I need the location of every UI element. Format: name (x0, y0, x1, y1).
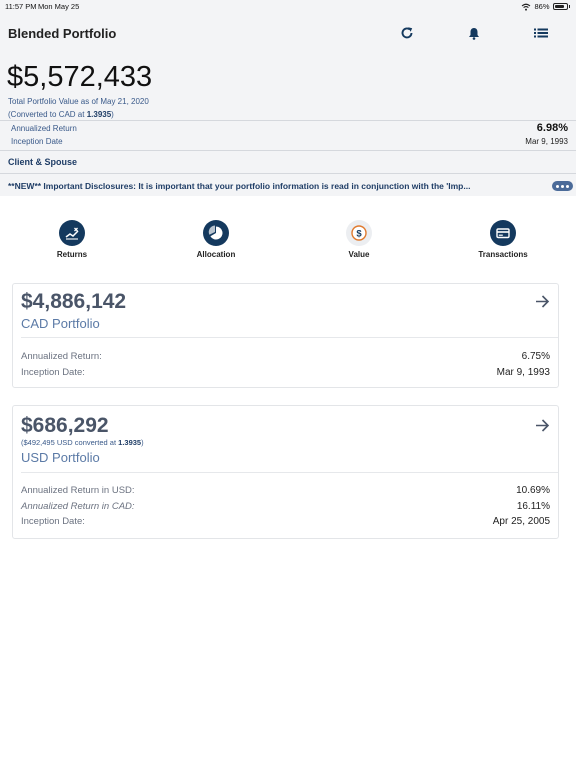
menu-button[interactable] (531, 24, 551, 42)
page-title: Blended Portfolio (8, 26, 117, 41)
annualized-return-usd-label: Annualized Return in USD: (21, 485, 135, 496)
nav-label-value: Value (348, 250, 370, 259)
annualized-return-cad-value: 16.11% (516, 501, 550, 512)
svg-text:$: $ (356, 229, 362, 240)
annualized-return-label: Annualized Return: (21, 351, 102, 362)
allocation-icon (203, 220, 229, 246)
client-name[interactable]: Client & Spouse (8, 157, 78, 167)
card-divider (21, 472, 558, 473)
nav-value[interactable]: $ Value (314, 220, 404, 259)
annualized-return-label: Annualized Return (11, 124, 77, 133)
refresh-icon (401, 27, 413, 39)
nav-label-allocation: Allocation (196, 250, 236, 259)
annualized-return-value: 6.75% (521, 351, 550, 362)
usd-portfolio-name: USD Portfolio (21, 450, 100, 465)
arrow-right-icon[interactable] (534, 417, 551, 434)
nav-returns[interactable]: Returns (27, 220, 117, 259)
nav-label-transactions: Transactions (478, 250, 528, 259)
total-value-caption: Total Portfolio Value as of May 21, 2020 (8, 97, 149, 106)
inception-date-label: Inception Date: (21, 367, 85, 378)
returns-icon (59, 220, 85, 246)
conversion-rate: 1.3935 (86, 110, 112, 119)
notifications-button[interactable] (464, 24, 484, 42)
status-time: 11:57 PM (5, 2, 37, 11)
annualized-return-value: 6.98% (536, 122, 568, 134)
list-menu-icon (534, 28, 548, 38)
nav-label-returns: Returns (56, 250, 88, 259)
divider (0, 150, 576, 151)
status-indicators: 86% (521, 2, 570, 11)
usd-portfolio-amount: $686,292 (21, 414, 109, 437)
inception-date-value: Apr 25, 2005 (492, 516, 550, 527)
usd-conversion-note: ($492,495 USD converted at 1.3935) (21, 438, 144, 447)
nav-allocation[interactable]: Allocation (171, 220, 261, 259)
disclosure-banner[interactable]: **NEW** Important Disclosures: It is imp… (8, 181, 471, 191)
inception-date-value: Mar 9, 1993 (496, 367, 550, 378)
conversion-note: (Converted to CAD at 1.3935) (8, 110, 114, 119)
wifi-icon (522, 3, 531, 11)
cad-portfolio-amount: $4,886,142 (21, 290, 127, 313)
nav-transactions[interactable]: Transactions (458, 220, 548, 259)
divider (0, 120, 576, 121)
bell-icon (469, 27, 479, 40)
summary-panel: Blended Portfolio $5,572,433 Total Portf… (0, 14, 576, 196)
inception-date-value: Mar 9, 1993 (525, 137, 568, 146)
battery-percent: 86% (534, 2, 550, 11)
cad-portfolio-name: CAD Portfolio (21, 316, 100, 331)
arrow-right-icon[interactable] (534, 293, 551, 310)
transactions-icon (490, 220, 516, 246)
annualized-return-cad-label: Annualized Return in CAD: (21, 501, 135, 512)
usd-portfolio-card[interactable]: $686,292 ($492,495 USD converted at 1.39… (12, 405, 559, 539)
value-icon: $ (346, 220, 372, 246)
total-portfolio-value: $5,572,433 (7, 61, 153, 93)
more-button[interactable] (552, 181, 573, 191)
divider (0, 173, 576, 174)
card-divider (21, 337, 558, 338)
annualized-return-usd-value: 10.69% (516, 485, 550, 496)
status-bar: 11:57 PM Mon May 25 86% (0, 0, 576, 14)
battery-icon (552, 3, 568, 10)
usd-conversion-rate: 1.3935 (118, 438, 142, 447)
cad-portfolio-card[interactable]: $4,886,142 CAD Portfolio Annualized Retu… (12, 283, 559, 388)
refresh-button[interactable] (397, 24, 417, 42)
inception-date-label: Inception Date: (21, 516, 85, 527)
status-date: Mon May 25 (38, 2, 80, 11)
inception-date-label: Inception Date (11, 137, 63, 146)
